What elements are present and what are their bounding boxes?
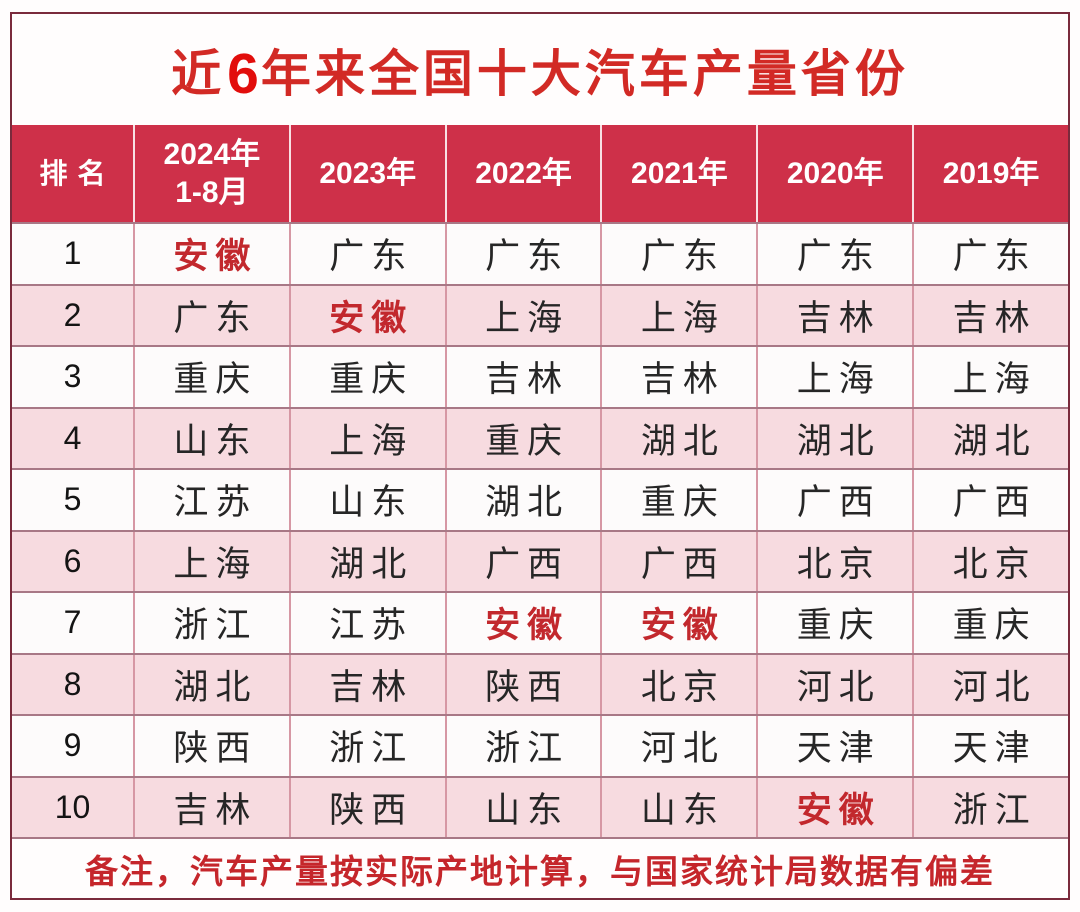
province-cell: 重庆 (912, 593, 1068, 653)
rank-cell: 2 (63, 296, 82, 333)
province-cell: 安徽 (288, 285, 445, 345)
province-cell: 广西 (756, 470, 912, 530)
header-cell-2020: 2020年 (756, 125, 912, 222)
province-cell: 广西 (600, 531, 756, 591)
province-cell: 北京 (600, 654, 756, 714)
province-cell: 湖北 (912, 408, 1068, 468)
poster-frame: 近6年来全国十大汽车产量省份 排名 2024年 1-8月 2023年 2022年… (10, 12, 1070, 900)
title-suffix: 年来全国十大汽车产量省份 (260, 45, 909, 102)
header-cell-2024: 2024年 1-8月 (133, 125, 289, 222)
province-cell: 江苏 (133, 470, 289, 530)
province-cell: 吉林 (600, 347, 756, 407)
footer-bar: 备注，汽车产量按实际产地计算，与国家统计局数据有偏差 (12, 837, 1068, 898)
table-header-row: 排名 2024年 1-8月 2023年 2022年 2021年 2020年 20… (12, 125, 1068, 222)
province-cell: 吉林 (133, 777, 289, 837)
table-body: 1 安徽 广东 广东 广东 广东 广东 2 广东 安徽 上海 上海 吉林 吉林 3 重庆 重庆 吉林 吉林 上海 上海 4… (12, 222, 1068, 837)
province-cell: 广西 (912, 470, 1068, 530)
province-cell: 湖北 (600, 408, 756, 468)
province-cell: 广东 (288, 224, 445, 284)
province-cell: 北京 (756, 531, 912, 591)
title-number: 6 (227, 41, 259, 106)
footnote: 备注，汽车产量按实际产地计算，与国家统计局数据有偏差 (85, 854, 995, 891)
province-cell: 陕西 (444, 654, 601, 714)
province-cell: 安徽 (444, 593, 601, 653)
province-cell: 浙江 (288, 716, 445, 776)
table-row: 1 安徽 广东 广东 广东 广东 广东 (12, 222, 1068, 284)
rank-cell: 3 (63, 358, 82, 395)
rank-cell: 7 (63, 604, 82, 641)
province-cell: 重庆 (288, 347, 445, 407)
province-cell: 河北 (600, 716, 756, 776)
province-cell: 浙江 (912, 777, 1068, 837)
header-cell-2023: 2023年 (288, 125, 445, 222)
province-cell: 重庆 (600, 470, 756, 530)
province-cell: 天津 (756, 716, 912, 776)
province-cell: 上海 (912, 347, 1068, 407)
province-cell: 陕西 (133, 716, 289, 776)
province-cell: 浙江 (444, 716, 601, 776)
province-cell: 江苏 (288, 593, 445, 653)
province-cell: 重庆 (756, 593, 912, 653)
province-cell: 吉林 (756, 285, 912, 345)
page-title: 近6年来全国十大汽车产量省份 (171, 34, 909, 106)
title-prefix: 近 (171, 45, 226, 102)
table-row: 9 陕西 浙江 浙江 河北 天津 天津 (12, 714, 1068, 776)
table-row: 8 湖北 吉林 陕西 北京 河北 河北 (12, 652, 1068, 714)
province-cell: 吉林 (288, 654, 445, 714)
province-cell: 上海 (444, 285, 601, 345)
province-cell: 上海 (756, 347, 912, 407)
province-cell: 安徽 (133, 224, 289, 284)
province-cell: 天津 (912, 716, 1068, 776)
title-bar: 近6年来全国十大汽车产量省份 (12, 14, 1068, 125)
header-cell-rank: 排名 (39, 158, 116, 189)
province-cell: 陕西 (288, 777, 445, 837)
header-year-line1: 2024年 (163, 138, 261, 171)
province-cell: 重庆 (444, 408, 601, 468)
province-cell: 广东 (756, 224, 912, 284)
province-cell: 湖北 (756, 408, 912, 468)
province-cell: 山东 (600, 777, 756, 837)
province-cell: 山东 (444, 777, 601, 837)
province-cell: 湖北 (133, 654, 289, 714)
header-cell-2021: 2021年 (600, 125, 756, 222)
province-cell: 广东 (444, 224, 601, 284)
province-cell: 河北 (912, 654, 1068, 714)
table-row: 2 广东 安徽 上海 上海 吉林 吉林 (12, 283, 1068, 345)
header-cell-2022: 2022年 (444, 125, 601, 222)
province-cell: 广东 (133, 285, 289, 345)
rank-cell: 9 (63, 727, 82, 764)
table-row: 4 山东 上海 重庆 湖北 湖北 湖北 (12, 406, 1068, 468)
province-cell: 湖北 (444, 470, 601, 530)
province-cell: 吉林 (444, 347, 601, 407)
province-cell: 山东 (133, 408, 289, 468)
rank-cell: 4 (63, 419, 82, 456)
province-cell: 吉林 (912, 285, 1068, 345)
province-cell: 河北 (756, 654, 912, 714)
header-year-line2: 1-8月 (175, 175, 249, 209)
province-cell: 湖北 (288, 531, 445, 591)
rank-cell: 10 (54, 788, 91, 825)
province-cell: 安徽 (756, 777, 912, 837)
province-cell: 上海 (288, 408, 445, 468)
province-cell: 广东 (600, 224, 756, 284)
rank-cell: 5 (63, 481, 82, 518)
header-cell-2019: 2019年 (912, 125, 1068, 222)
province-cell: 山东 (288, 470, 445, 530)
province-cell: 上海 (133, 531, 289, 591)
table-row: 10 吉林 陕西 山东 山东 安徽 浙江 (12, 775, 1068, 837)
province-cell: 北京 (912, 531, 1068, 591)
province-cell: 重庆 (133, 347, 289, 407)
province-cell: 安徽 (600, 593, 756, 653)
table-row: 5 江苏 山东 湖北 重庆 广西 广西 (12, 468, 1068, 530)
rank-cell: 6 (63, 542, 82, 579)
table-row: 3 重庆 重庆 吉林 吉林 上海 上海 (12, 345, 1068, 407)
table-row: 6 上海 湖北 广西 广西 北京 北京 (12, 529, 1068, 591)
province-cell: 广东 (912, 224, 1068, 284)
province-cell: 广西 (444, 531, 601, 591)
rank-cell: 8 (63, 665, 82, 702)
rank-cell: 1 (63, 235, 82, 272)
province-cell: 浙江 (133, 593, 289, 653)
table-row: 7 浙江 江苏 安徽 安徽 重庆 重庆 (12, 591, 1068, 653)
province-cell: 上海 (600, 285, 756, 345)
